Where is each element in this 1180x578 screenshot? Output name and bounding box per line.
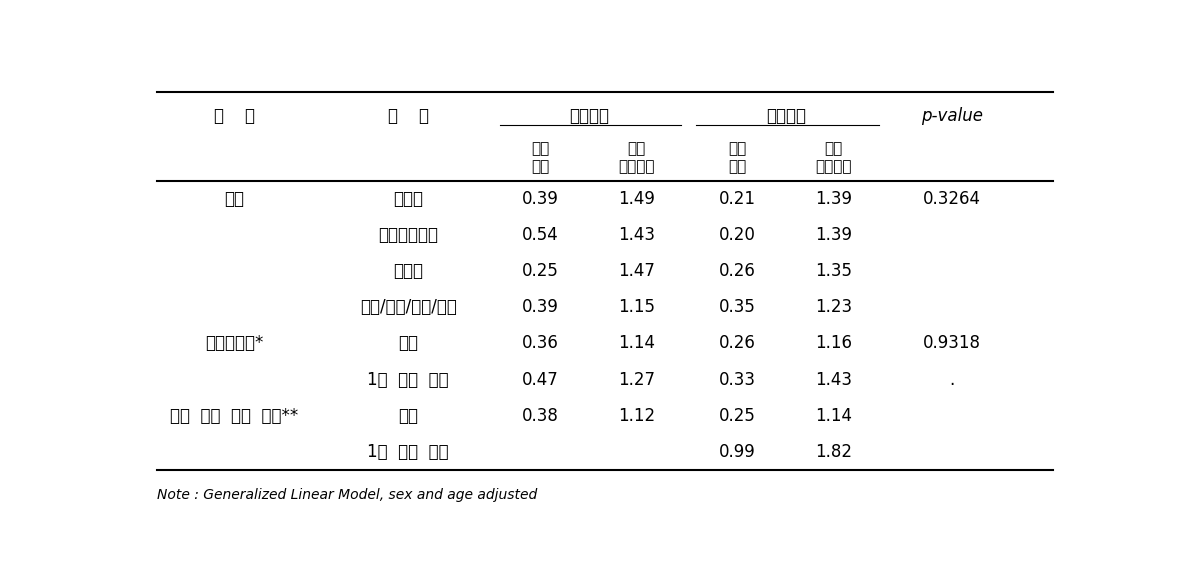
Text: .: . <box>950 370 955 388</box>
Text: 1.27: 1.27 <box>618 370 655 388</box>
Text: 0.99: 0.99 <box>719 443 755 461</box>
Text: 사무직: 사무직 <box>393 190 424 208</box>
Text: 0.54: 0.54 <box>523 226 559 244</box>
Text: 0.33: 0.33 <box>719 370 756 388</box>
Text: 0.9318: 0.9318 <box>923 334 982 353</box>
Text: 작업중노출*: 작업중노출* <box>205 334 263 353</box>
Text: 1.47: 1.47 <box>618 262 655 280</box>
Text: 기하
평균: 기하 평균 <box>728 141 747 173</box>
Text: 1.23: 1.23 <box>815 298 852 316</box>
Text: 노출지역: 노출지역 <box>569 107 609 125</box>
Text: 기하
표준편차: 기하 표준편차 <box>618 141 655 173</box>
Text: 1.16: 1.16 <box>815 334 852 353</box>
Text: 1.43: 1.43 <box>815 370 852 388</box>
Text: 0.39: 0.39 <box>523 298 559 316</box>
Text: 1.43: 1.43 <box>618 226 655 244</box>
Text: 0.25: 0.25 <box>523 262 559 280</box>
Text: 직종: 직종 <box>224 190 244 208</box>
Text: 0.38: 0.38 <box>523 407 559 425</box>
Text: 1.39: 1.39 <box>815 190 852 208</box>
Text: 1.82: 1.82 <box>815 443 852 461</box>
Text: 0.21: 0.21 <box>719 190 756 208</box>
Text: 항    목: 항 목 <box>214 107 255 125</box>
Text: 1.14: 1.14 <box>618 334 655 353</box>
Text: 생산직: 생산직 <box>393 262 424 280</box>
Text: 0.35: 0.35 <box>719 298 755 316</box>
Text: 0.20: 0.20 <box>719 226 755 244</box>
Text: 0.26: 0.26 <box>719 334 755 353</box>
Text: 주부/학생/무직/기타: 주부/학생/무직/기타 <box>360 298 457 316</box>
Text: 1.39: 1.39 <box>815 226 852 244</box>
Text: 1.49: 1.49 <box>618 190 655 208</box>
Text: 1.35: 1.35 <box>815 262 852 280</box>
Text: 구    분: 구 분 <box>388 107 428 125</box>
Text: 0.39: 0.39 <box>523 190 559 208</box>
Text: 1.12: 1.12 <box>618 407 655 425</box>
Text: 1.15: 1.15 <box>618 298 655 316</box>
Text: 0.47: 0.47 <box>523 370 559 388</box>
Text: 기하
표준편차: 기하 표준편차 <box>815 141 852 173</box>
Text: p-value: p-value <box>922 107 983 125</box>
Text: 0.36: 0.36 <box>523 334 559 353</box>
Text: 1.14: 1.14 <box>815 407 852 425</box>
Text: 없음: 없음 <box>398 334 418 353</box>
Text: Note : Generalized Linear Model, sex and age adjusted: Note : Generalized Linear Model, sex and… <box>157 488 537 502</box>
Text: 0.25: 0.25 <box>719 407 755 425</box>
Text: 대조지역: 대조지역 <box>766 107 806 125</box>
Text: 1개  이상  근무: 1개 이상 근무 <box>367 443 448 461</box>
Text: 0.3264: 0.3264 <box>923 190 982 208</box>
Text: 0.26: 0.26 <box>719 262 755 280</box>
Text: 기하
평균: 기하 평균 <box>532 141 550 173</box>
Text: 1개  이상  노출: 1개 이상 노출 <box>367 370 448 388</box>
Text: 없음: 없음 <box>398 407 418 425</box>
Text: 노출  직종  근무  경험**: 노출 직종 근무 경험** <box>170 407 299 425</box>
Text: 판매및서비스: 판매및서비스 <box>378 226 438 244</box>
